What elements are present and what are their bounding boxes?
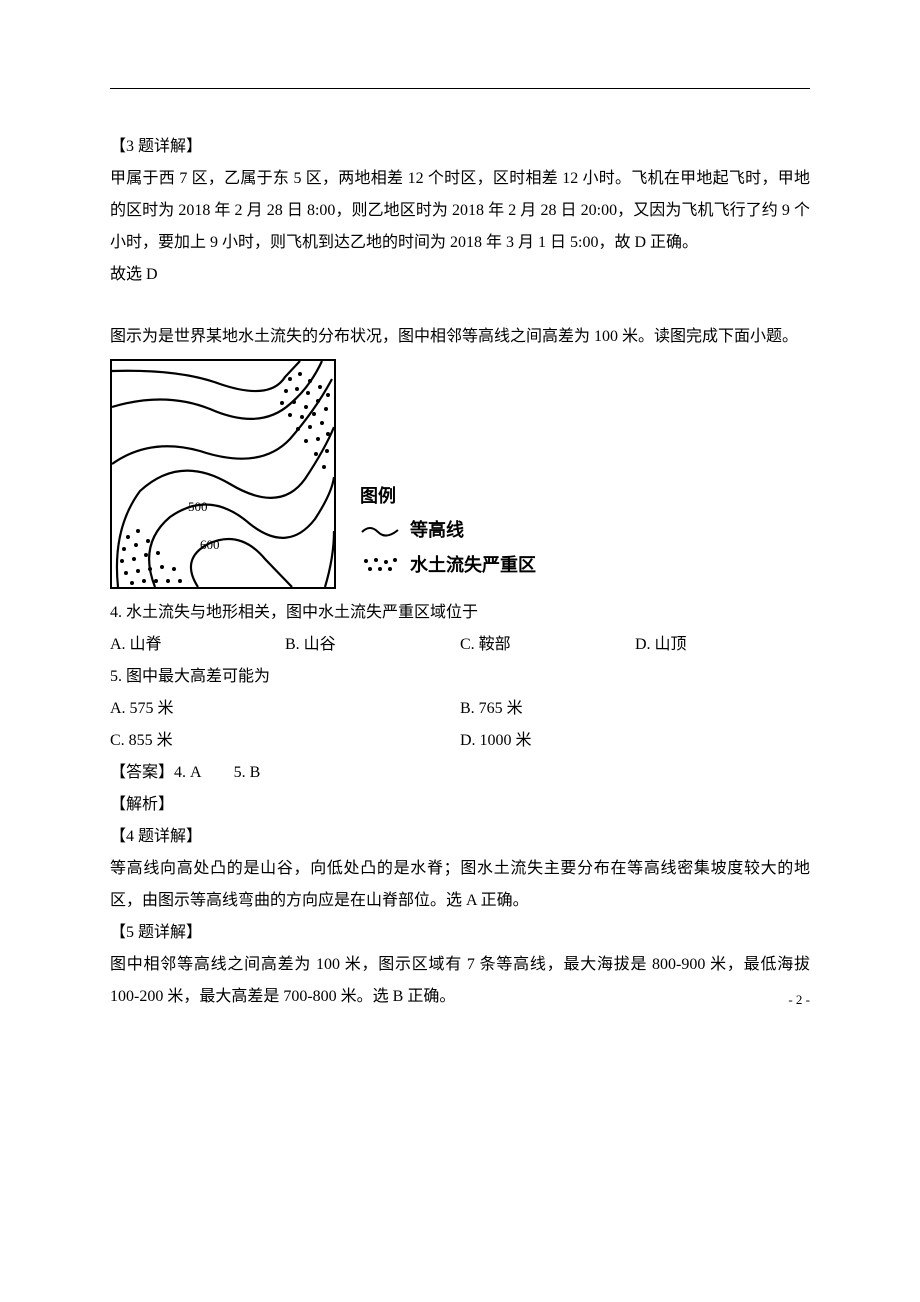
q4-optD: D. 山顶 <box>635 629 810 661</box>
svg-text:600: 600 <box>200 537 220 552</box>
contour-line-icon <box>360 522 400 538</box>
legend-title: 图例 <box>360 480 536 512</box>
q4-detail-body: 等高线向高处凸的是山谷，向低处凸的是水脊；图水土流失主要分布在等高线密集坡度较大… <box>110 853 810 917</box>
legend: 图例 等高线 水土流失严重区 <box>360 480 536 589</box>
legend-row-contour: 等高线 <box>360 514 536 546</box>
analysis-label: 【解析】 <box>110 789 810 821</box>
q4-optC: C. 鞍部 <box>460 629 635 661</box>
q3-body: 甲属于西 7 区，乙属于东 5 区，两地相差 12 个时区，区时相差 12 小时… <box>110 163 810 259</box>
q4-options: A. 山脊 B. 山谷 C. 鞍部 D. 山顶 <box>110 629 810 661</box>
answer-row: 【答案】4. A 5. B <box>110 757 810 789</box>
q5-optA: A. 575 米 <box>110 693 460 725</box>
q5-options-row1: A. 575 米 B. 765 米 <box>110 693 810 725</box>
contour-map: 500 600 <box>110 359 336 589</box>
q4-detail-header: 【4 题详解】 <box>110 821 810 853</box>
q5-optD: D. 1000 米 <box>460 725 810 757</box>
legend-row-erosion: 水土流失严重区 <box>360 549 536 581</box>
q3-header: 【3 题详解】 <box>110 131 810 163</box>
q4-optB: B. 山谷 <box>285 629 460 661</box>
q3-conclusion: 故选 D <box>110 259 810 291</box>
erosion-dots-icon <box>360 555 400 575</box>
q4-stem: 4. 水土流失与地形相关，图中水土流失严重区域位于 <box>110 597 810 629</box>
answer-part2: 5. B <box>234 764 261 781</box>
svg-text:500: 500 <box>188 499 208 514</box>
q5-optC: C. 855 米 <box>110 725 460 757</box>
header-rule <box>110 88 810 89</box>
page-number: - 2 - <box>788 987 810 1013</box>
figure-row: 500 600 图例 等高线 <box>110 359 810 589</box>
q4-optA: A. 山脊 <box>110 629 285 661</box>
answer-part1: 【答案】4. A <box>110 764 202 781</box>
section-gap <box>110 291 810 321</box>
intro-para: 图示为是世界某地水土流失的分布状况，图中相邻等高线之间高差为 100 米。读图完… <box>110 321 810 353</box>
q5-detail-body: 图中相邻等高线之间高差为 100 米，图示区域有 7 条等高线，最大海拔是 80… <box>110 949 810 1013</box>
legend-contour-label: 等高线 <box>410 514 464 546</box>
q5-optB: B. 765 米 <box>460 693 810 725</box>
q5-options-row2: C. 855 米 D. 1000 米 <box>110 725 810 757</box>
q5-detail-header: 【5 题详解】 <box>110 917 810 949</box>
legend-erosion-label: 水土流失严重区 <box>410 549 536 581</box>
q5-stem: 5. 图中最大高差可能为 <box>110 661 810 693</box>
